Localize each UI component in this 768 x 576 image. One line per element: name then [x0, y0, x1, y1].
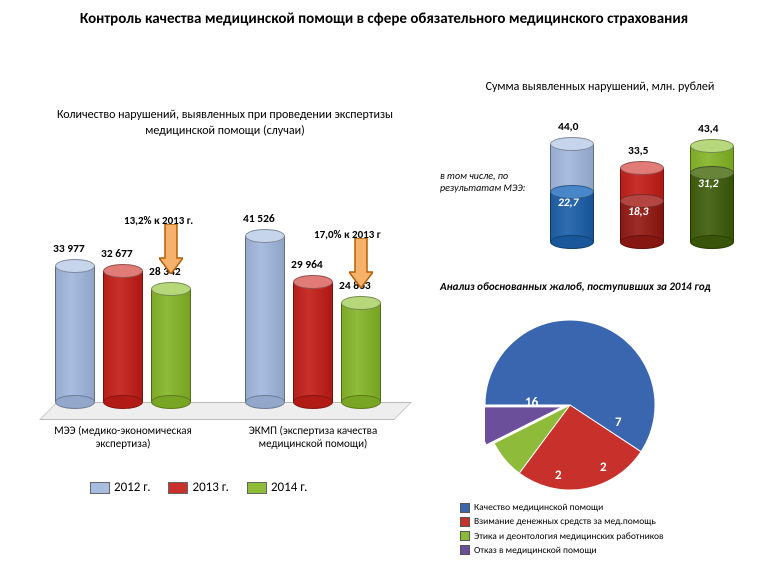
group-label: ЭКМП (экспертиза качества медицинской по… [225, 424, 401, 450]
decline-arrow [159, 224, 183, 279]
pie-legend-item: Взимание денежных средств за мед.помощь [460, 514, 664, 528]
legend-item: 2014 г. [247, 480, 307, 495]
pie-legend-item: Качество медицинской помощи [460, 500, 664, 514]
right-title: Сумма выявленных нарушений, млн. рублей [440, 70, 760, 96]
pie-legend-item: Этика и деонтология медицинских работник… [460, 529, 664, 543]
pie-chart: Анализ обоснованных жалоб, поступивших з… [430, 280, 760, 570]
group-label: МЭЭ (медико-экономическая экспертиза) [35, 424, 211, 450]
right-note: в том числе, по результатам МЭЭ: [440, 170, 540, 194]
left-subtitle: Количество нарушений, выявленных при про… [20, 90, 430, 139]
main-title: Контроль качества медицинской помощи в с… [0, 0, 768, 30]
legend-item: 2013 г. [168, 480, 228, 495]
decline-arrow [349, 238, 373, 293]
pie-title: Анализ обоснованных жалоб, поступивших з… [430, 280, 760, 294]
pie-legend-item: Отказ в медицинской помощи [460, 543, 664, 557]
right-chart: Сумма выявленных нарушений, млн. рублей … [440, 70, 760, 250]
pie-svg [485, 320, 665, 500]
year-legend: 2012 г. 2013 г. 2014 г. [90, 480, 307, 495]
legend-item: 2012 г. [90, 480, 150, 495]
left-chart: Количество нарушений, выявленных при про… [20, 90, 430, 500]
pie-legend: Качество медицинской помощиВзимание дене… [460, 500, 664, 557]
